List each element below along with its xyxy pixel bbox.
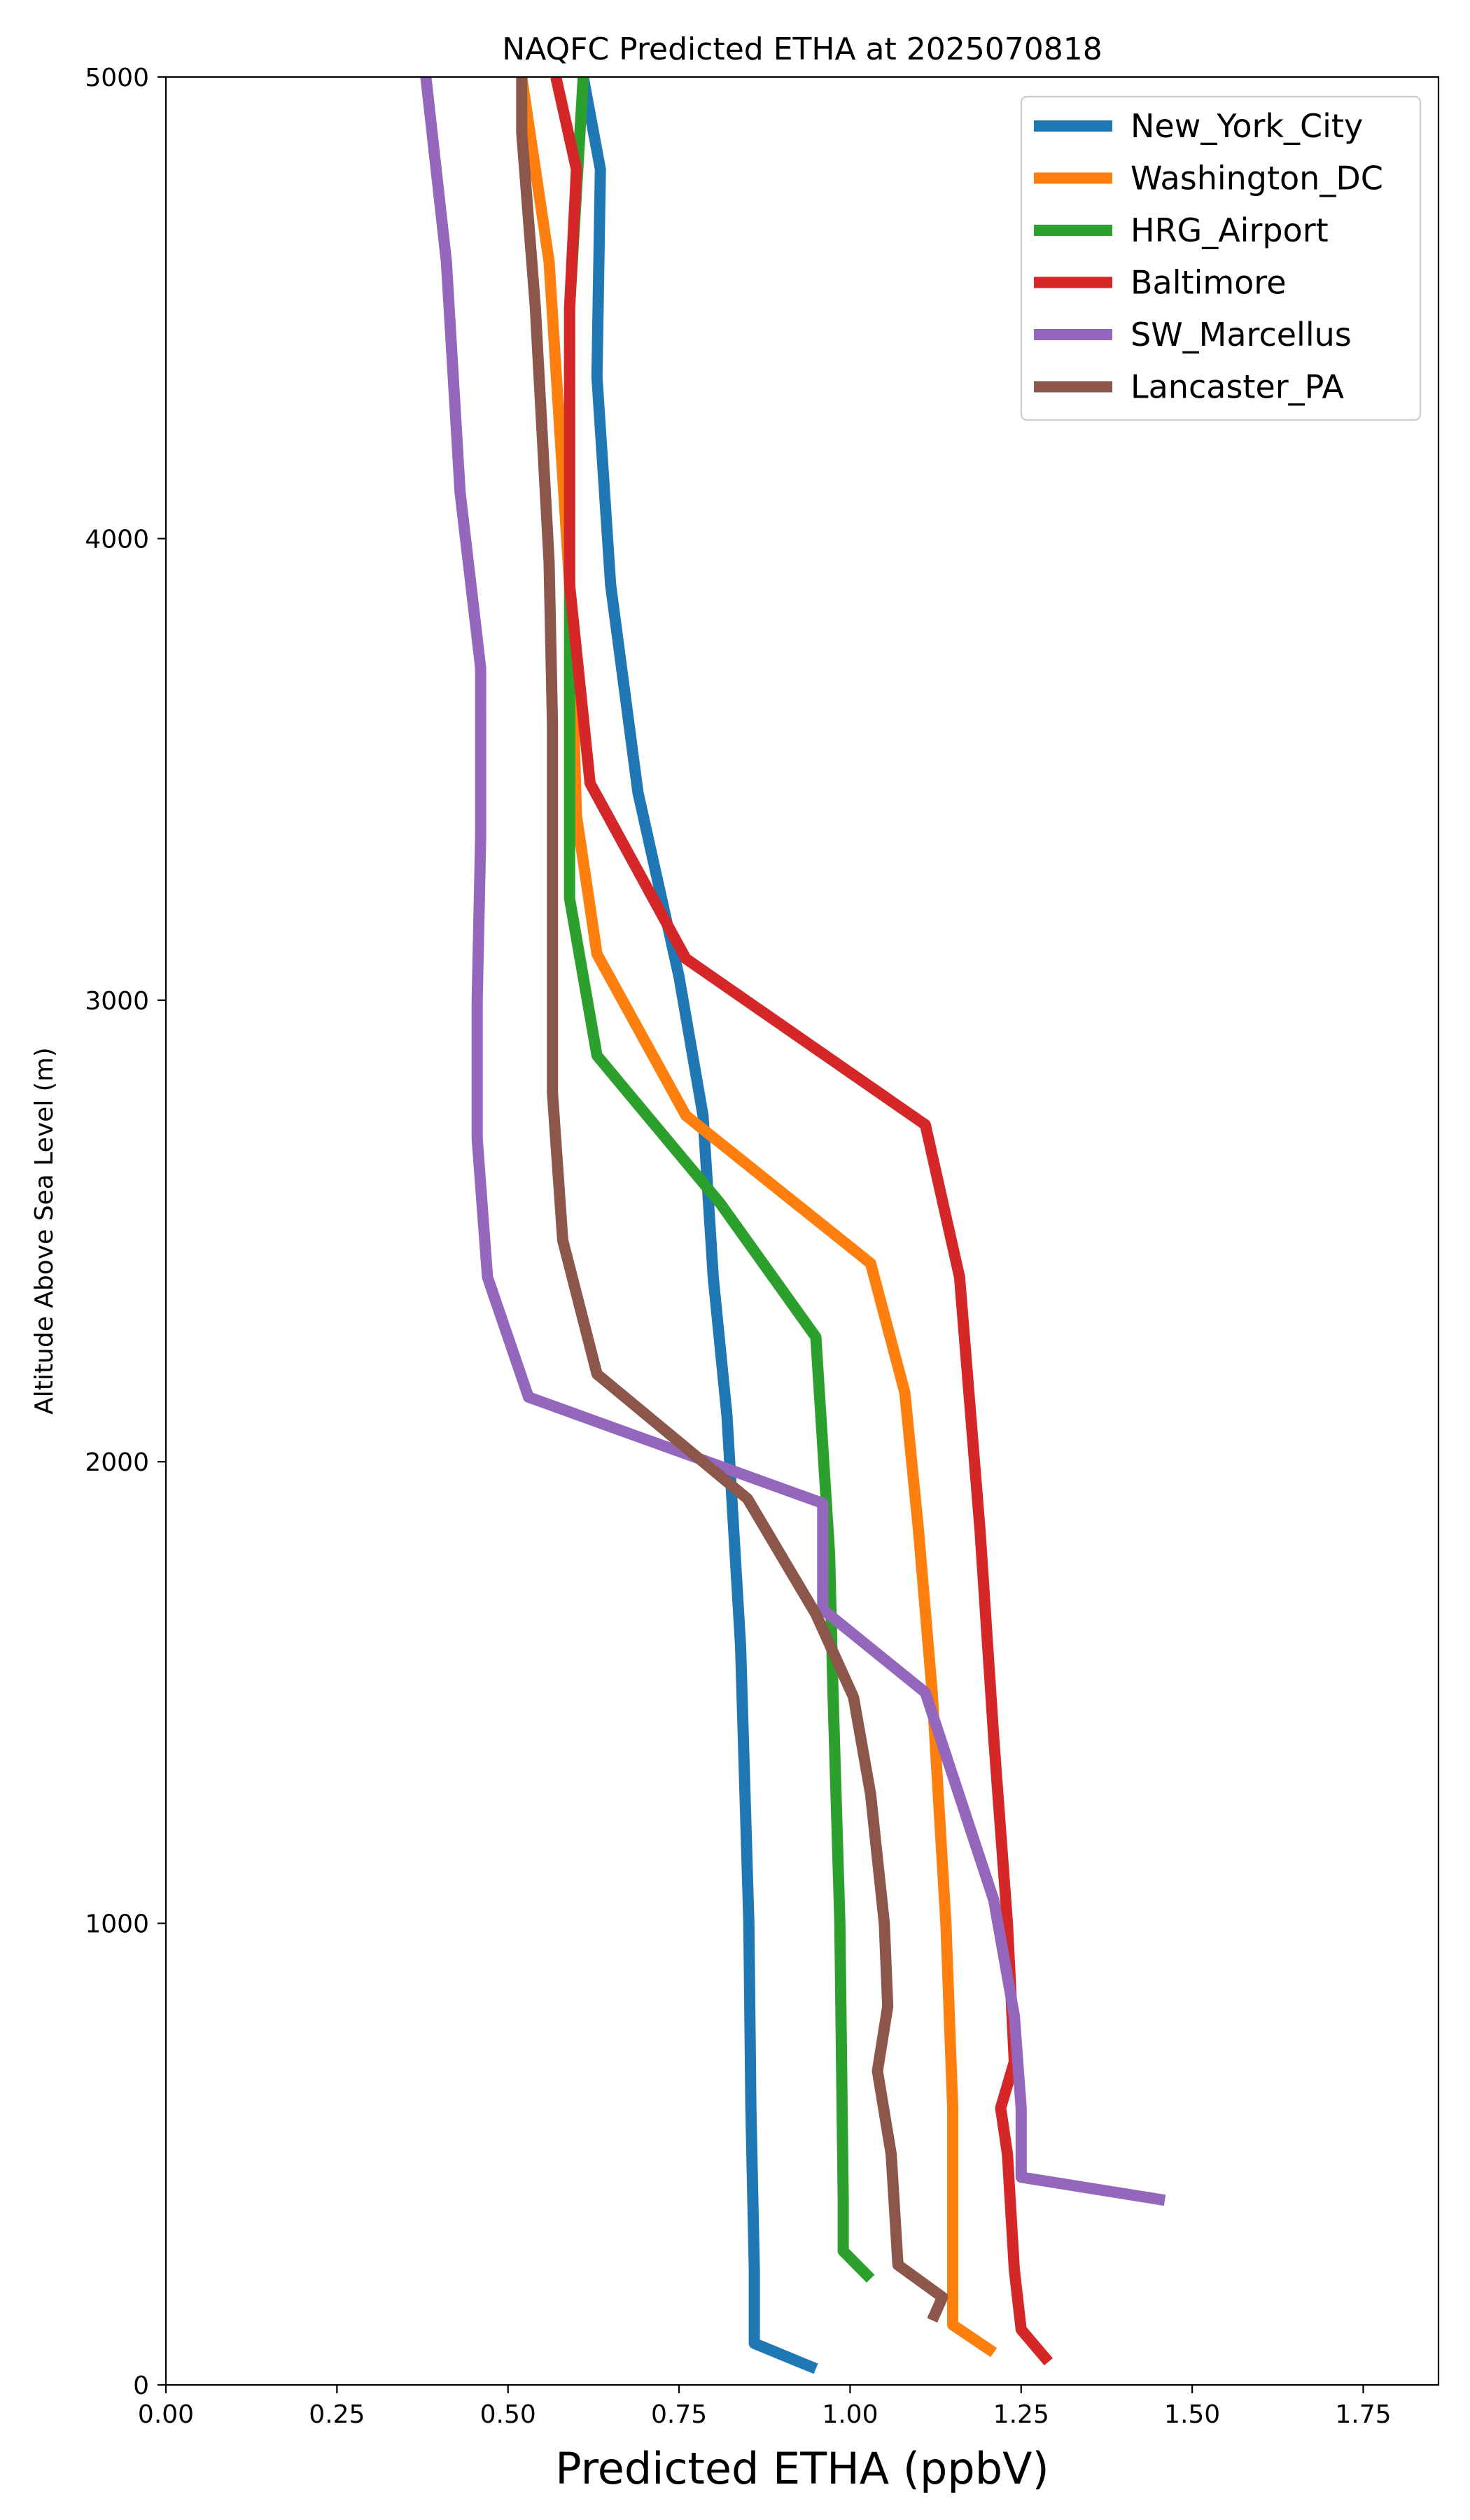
plot-lines-group [420, 77, 1166, 2374]
legend-box [1020, 95, 1422, 421]
legend-label: SW_Marcellus [1130, 316, 1352, 354]
y-tick-label: 3000 [85, 987, 149, 1016]
x-tick-label: 1.00 [822, 2400, 878, 2429]
series-line-lancaster-pa [516, 77, 948, 2323]
x-tick-label: 0.25 [309, 2400, 365, 2429]
legend-label: Lancaster_PA [1130, 368, 1344, 406]
y-tick-label: 0 [133, 2372, 149, 2400]
legend-label: HRG_Airport [1130, 211, 1329, 249]
x-axis-ticks: 0.00 0.25 0.50 0.75 1.00 1.25 1.50 1.75 [138, 2385, 1392, 2429]
x-tick-label: 1.25 [993, 2400, 1049, 2429]
y-axis-ticks: 0 1000 2000 3000 4000 5000 [85, 64, 166, 2400]
y-tick-label: 2000 [85, 1448, 149, 1477]
legend-label: Washington_DC [1130, 160, 1383, 197]
x-axis-label: Predicted ETHA (ppbV) [555, 2443, 1049, 2494]
series-line-new-york-city [578, 77, 818, 2374]
x-tick-label: 1.50 [1164, 2400, 1220, 2429]
legend-label: Baltimore [1130, 264, 1287, 302]
x-tick-label: 0.75 [651, 2400, 707, 2429]
series-line-hrg-airport [564, 77, 875, 2283]
x-tick-label: 0.00 [138, 2400, 194, 2429]
y-tick-label: 4000 [85, 525, 149, 554]
axes-frame [164, 76, 1440, 2386]
y-tick-label: 1000 [85, 1910, 149, 1939]
series-line-washington-dc [516, 77, 997, 2358]
legend-label: New_York_City [1130, 107, 1363, 145]
chart-title: NAQFC Predicted ETHA at 2025070818 [502, 31, 1102, 67]
y-axis-label: Altitude Above Sea Level (m) [30, 1047, 59, 1415]
legend: New_York_City Washington_DC HRG_Airport Bal… [1020, 95, 1422, 421]
series-line-sw-marcellus [420, 77, 1166, 2206]
x-tick-label: 0.50 [480, 2400, 536, 2429]
x-tick-label: 1.75 [1335, 2400, 1391, 2429]
y-tick-label: 5000 [85, 64, 149, 92]
series-line-baltimore [550, 77, 1054, 2366]
